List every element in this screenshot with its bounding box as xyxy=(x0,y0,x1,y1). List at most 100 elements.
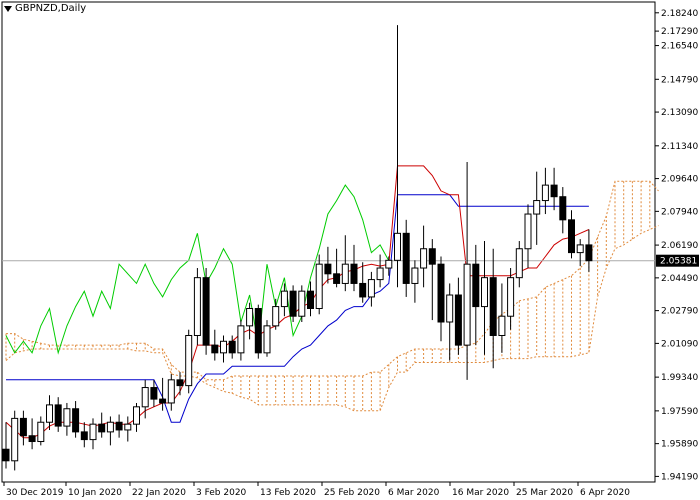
y-tick-label: 2.01090 xyxy=(661,339,698,349)
y-tick-label: 1.95890 xyxy=(661,440,698,450)
x-tick-label: 30 Dec 2019 xyxy=(6,488,64,498)
x-tick-label: 25 Mar 2020 xyxy=(516,488,573,498)
x-tick-label: 13 Feb 2020 xyxy=(260,488,316,498)
candle-body[interactable] xyxy=(585,244,593,262)
candle-body[interactable] xyxy=(37,421,45,443)
candle-body[interactable] xyxy=(341,263,349,284)
candle-body[interactable] xyxy=(324,263,332,275)
candle-body[interactable] xyxy=(263,325,271,354)
y-tick-label: 1.94190 xyxy=(661,472,698,482)
dropdown-triangle-icon[interactable] xyxy=(4,5,12,12)
y-tick-label: 2.09640 xyxy=(661,175,698,185)
candle-body[interactable] xyxy=(559,196,567,221)
candle-body[interactable] xyxy=(150,387,158,400)
candle-body[interactable] xyxy=(272,306,280,327)
candle-body[interactable] xyxy=(498,315,506,336)
candle-body[interactable] xyxy=(541,184,549,202)
candle-body[interactable] xyxy=(54,404,62,427)
candle-body[interactable] xyxy=(481,277,488,308)
candle-body[interactable] xyxy=(220,340,227,354)
candle-body[interactable] xyxy=(533,200,541,215)
candle-body[interactable] xyxy=(376,267,384,281)
candle-body[interactable] xyxy=(411,267,419,284)
candle-body[interactable] xyxy=(133,406,140,425)
candle-body[interactable] xyxy=(106,421,114,433)
current-price-tag xyxy=(656,254,699,267)
candle-body[interactable] xyxy=(98,423,106,433)
x-tick-label: 25 Feb 2020 xyxy=(324,488,380,498)
candle-body[interactable] xyxy=(507,277,515,317)
y-tick-label: 2.04490 xyxy=(661,274,698,284)
candle-body[interactable] xyxy=(28,435,36,443)
candle-body[interactable] xyxy=(524,213,532,250)
candle-body[interactable] xyxy=(437,263,445,323)
candle-body[interactable] xyxy=(167,379,175,404)
cloud-bottom-edge xyxy=(5,225,659,412)
candle-body[interactable] xyxy=(359,282,367,298)
candle-body[interactable] xyxy=(472,263,480,308)
candle-body[interactable] xyxy=(385,259,393,269)
candle-body[interactable] xyxy=(568,219,575,254)
candle-body[interactable] xyxy=(550,184,558,198)
candle-body[interactable] xyxy=(228,340,236,354)
candle-body[interactable] xyxy=(298,290,306,317)
candle-body[interactable] xyxy=(446,294,454,323)
x-tick-label: 16 Mar 2020 xyxy=(452,488,509,498)
candle-body[interactable] xyxy=(463,263,471,346)
candle-body[interactable] xyxy=(46,404,53,423)
candle-body[interactable] xyxy=(367,279,375,298)
candle-body[interactable] xyxy=(350,263,358,284)
y-tick-label: 2.06190 xyxy=(661,241,698,251)
candle-body[interactable] xyxy=(63,408,71,427)
candle-body[interactable] xyxy=(394,232,401,261)
candle-body[interactable] xyxy=(254,308,262,354)
y-tick-label: 2.13090 xyxy=(661,108,698,118)
candle-body[interactable] xyxy=(315,263,323,310)
candle-body[interactable] xyxy=(289,290,297,317)
y-tick-label: 2.02790 xyxy=(661,307,698,317)
candle-body[interactable] xyxy=(2,448,10,462)
candle-body[interactable] xyxy=(202,277,210,346)
chart-title: GBPNZD,Daily xyxy=(4,3,86,14)
candle-body[interactable] xyxy=(402,232,410,284)
x-tick-label: 22 Jan 2020 xyxy=(132,488,186,498)
y-tick-label: 1.97590 xyxy=(661,407,698,417)
candle-body[interactable] xyxy=(246,308,254,327)
candle-body[interactable] xyxy=(80,431,88,441)
candle-body[interactable] xyxy=(11,417,19,462)
plot-frame xyxy=(1,1,656,483)
candle-body[interactable] xyxy=(489,277,497,336)
candle-body[interactable] xyxy=(576,244,584,254)
candle-body[interactable] xyxy=(193,277,201,336)
candle-body[interactable] xyxy=(141,387,149,408)
symbol-title: GBPNZD,Daily xyxy=(15,3,87,14)
candle-body[interactable] xyxy=(307,290,314,310)
candle-body[interactable] xyxy=(124,423,132,431)
y-tick-label: 2.14790 xyxy=(661,75,698,85)
candle-body[interactable] xyxy=(454,294,462,346)
y-tick-label: 2.18240 xyxy=(661,9,698,19)
candle-body[interactable] xyxy=(515,248,523,279)
candle-body[interactable] xyxy=(280,290,288,308)
x-tick-label: 3 Feb 2020 xyxy=(196,488,247,498)
current-price-label: 2.05381 xyxy=(660,257,697,267)
candle-body[interactable] xyxy=(185,334,193,387)
candle-body[interactable] xyxy=(420,248,428,269)
candle-body[interactable] xyxy=(19,417,27,437)
candle-body[interactable] xyxy=(115,421,123,431)
candle-body[interactable] xyxy=(428,248,436,265)
candle-body[interactable] xyxy=(159,398,167,404)
candle-body[interactable] xyxy=(89,423,97,441)
candle-body[interactable] xyxy=(211,344,219,354)
candle-body[interactable] xyxy=(237,325,245,354)
x-tick-label: 6 Mar 2020 xyxy=(388,488,440,498)
kijun-line xyxy=(6,194,589,423)
chikou-line xyxy=(5,184,390,355)
candle-body[interactable] xyxy=(333,273,341,284)
candle-body[interactable] xyxy=(72,408,80,433)
candle-body[interactable] xyxy=(176,379,184,387)
y-tick-label: 2.17290 xyxy=(661,27,698,37)
x-tick-label: 10 Jan 2020 xyxy=(68,488,122,498)
